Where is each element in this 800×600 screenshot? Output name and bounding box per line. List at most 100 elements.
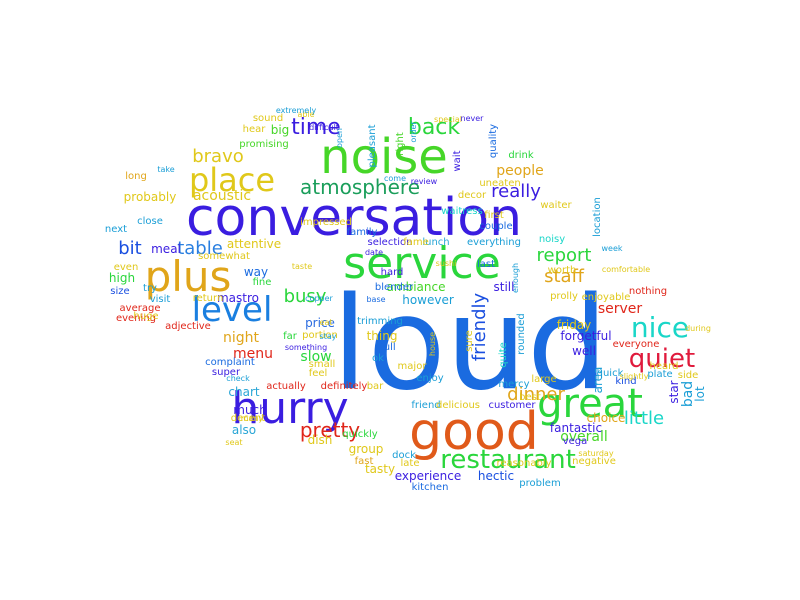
- word-delicious: delicious: [436, 400, 480, 411]
- word-selection: selection: [367, 237, 413, 248]
- word-review: review: [410, 177, 438, 186]
- word-night: night: [222, 330, 260, 346]
- word-order: order: [409, 121, 418, 143]
- word-try: try: [143, 283, 157, 294]
- word-choice: choice: [586, 411, 626, 425]
- word-well: well: [572, 344, 596, 358]
- word-many: many: [240, 414, 264, 423]
- word-prolly: prolly: [550, 291, 578, 302]
- word-impressed: impressed: [300, 217, 352, 228]
- word-noise: noise: [320, 129, 448, 185]
- word-taste: taste: [291, 262, 313, 271]
- word-way: way: [243, 265, 269, 279]
- word-week: week: [601, 244, 623, 253]
- word-trimming: trimming: [357, 316, 403, 327]
- word-seat: seat: [225, 438, 243, 447]
- word-high: high: [108, 271, 136, 285]
- word-quick: quick: [596, 368, 624, 379]
- word-comfortable: comfortable: [601, 265, 651, 274]
- word-uneaten: uneaten: [479, 178, 521, 189]
- word-enjoyable: enjoyable: [581, 292, 631, 303]
- word-side: side: [677, 370, 699, 381]
- word-busy: busy: [283, 286, 327, 307]
- word-chart: chart: [228, 385, 260, 399]
- word-slow: slow: [300, 349, 332, 365]
- word-thing: thing: [366, 329, 398, 343]
- word-complaint: complaint: [205, 357, 255, 368]
- word-quickly: quickly: [342, 429, 378, 440]
- word-slightly: slightly: [619, 372, 649, 381]
- word-next: next: [104, 224, 128, 235]
- word-ambiance: ambiance: [386, 280, 446, 294]
- word-lot: lot: [693, 386, 707, 402]
- word-eat: eat: [319, 318, 333, 327]
- word-quality: quality: [488, 123, 499, 159]
- word-kind: kind: [615, 376, 637, 387]
- word-major: major: [397, 361, 427, 372]
- word-server: server: [597, 301, 643, 317]
- word-promising: promising: [239, 139, 289, 150]
- word-everything: everything: [467, 237, 521, 248]
- word-somewhat: somewhat: [198, 251, 250, 262]
- word-conversation: conversation: [185, 188, 523, 248]
- word-special: special: [434, 115, 462, 124]
- word-bit: bit: [118, 238, 142, 259]
- word-service: service: [343, 238, 501, 289]
- word-mastro: mastro: [216, 291, 260, 305]
- word-sound: sound: [252, 113, 284, 124]
- word-heard: heard: [649, 361, 679, 372]
- word-best: best: [519, 392, 541, 403]
- word-copper: copper: [305, 294, 333, 303]
- word-check: check: [226, 374, 250, 383]
- word-hard: hard: [380, 267, 404, 278]
- word-base: base: [366, 295, 386, 304]
- word-decor: decor: [457, 190, 487, 201]
- word-close: close: [137, 216, 163, 227]
- word-tasty: tasty: [364, 462, 396, 476]
- word-sure: sure: [464, 330, 475, 352]
- word-worth: worth: [547, 265, 577, 276]
- word-acoustic: acoustic: [192, 188, 252, 204]
- word-drink: drink: [508, 150, 534, 161]
- word-probably: probably: [123, 190, 177, 204]
- word-fine: fine: [252, 277, 272, 288]
- word-adjective: adjective: [165, 321, 211, 332]
- word-loud: loud: [331, 270, 609, 419]
- word-reasonably: reasonably: [496, 458, 552, 469]
- word-kitchen: kitchen: [411, 482, 449, 493]
- word-great: great: [537, 381, 643, 427]
- word-couple: couple: [479, 221, 513, 232]
- word-friday: friday: [556, 318, 592, 332]
- word-however: however: [402, 293, 454, 307]
- word-portion: portion: [302, 330, 338, 341]
- word-experience: experience: [394, 469, 462, 483]
- word-everyone: everyone: [612, 339, 660, 350]
- word-table: table: [177, 238, 223, 259]
- word-plus: plus: [144, 252, 232, 301]
- word-little: little: [623, 408, 665, 429]
- word-blender: blender: [374, 282, 414, 293]
- word-evening: evening: [115, 313, 157, 324]
- word-waitress: waitress: [441, 206, 483, 217]
- word-location: location: [592, 197, 603, 237]
- word-mercy: mercy: [498, 379, 530, 390]
- word-something: something: [284, 343, 328, 352]
- word-lunch: lunch: [422, 237, 450, 248]
- word-far: far: [283, 331, 297, 342]
- word-sushi: sushi: [435, 259, 457, 268]
- word-negative: negative: [572, 456, 616, 467]
- word-vega: vega: [562, 436, 588, 447]
- word-friend: friend: [411, 400, 441, 411]
- word-waiter: waiter: [540, 200, 572, 211]
- word-feel: feel: [308, 368, 328, 379]
- word-price: price: [305, 316, 335, 330]
- word-restaurant: restaurant: [440, 445, 576, 475]
- word-attentive: attentive: [226, 237, 282, 251]
- word-big: big: [270, 123, 290, 137]
- word-stay: stay: [319, 332, 337, 341]
- word-still: still: [493, 280, 515, 294]
- word-time: time: [291, 115, 341, 140]
- word-menu: menu: [233, 346, 273, 362]
- word-return: return: [192, 293, 224, 304]
- word-definitely: definitely: [320, 381, 368, 392]
